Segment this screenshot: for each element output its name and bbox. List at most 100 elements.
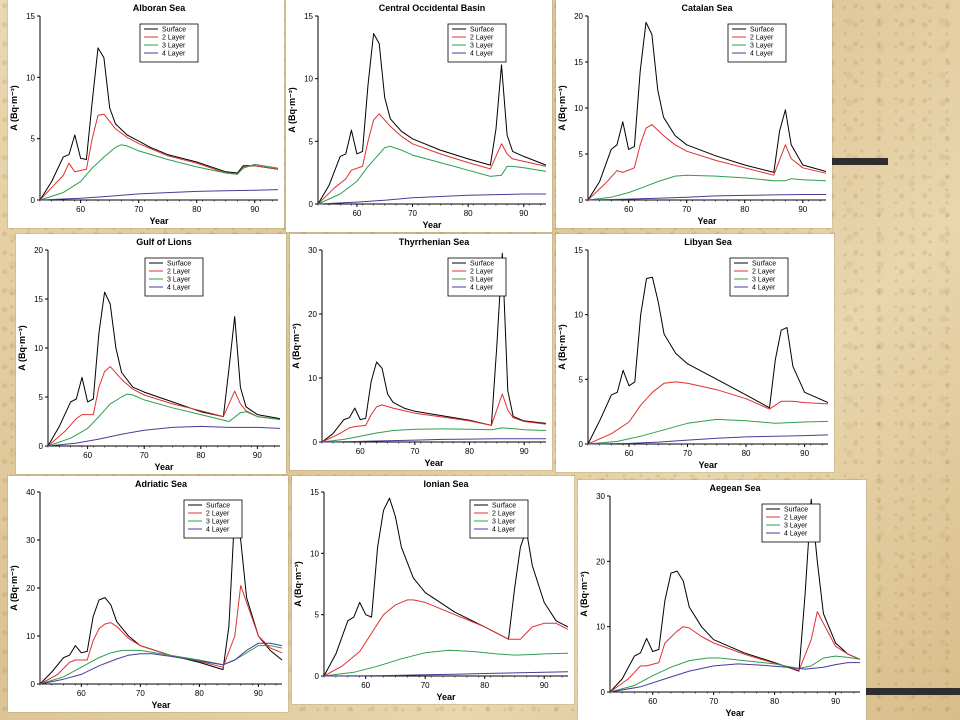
chart-title: Adriatic Sea xyxy=(135,479,188,489)
x-tick-label: 80 xyxy=(770,697,779,706)
series-line-surface xyxy=(587,21,827,201)
y-axis-label: A (Bq·m⁻³) xyxy=(291,323,301,368)
x-tick-label: 80 xyxy=(480,681,489,690)
x-tick-label: 60 xyxy=(352,209,361,218)
legend-label-surface: Surface xyxy=(470,27,494,34)
y-tick-label: 30 xyxy=(308,246,317,255)
legend-label-surface: Surface xyxy=(784,507,808,514)
y-tick-label: 20 xyxy=(34,246,43,255)
legend-box xyxy=(469,499,529,539)
legend-label-surface: Surface xyxy=(752,261,776,268)
x-tick-label: 60 xyxy=(625,449,634,458)
y-tick-label: 15 xyxy=(26,12,35,21)
chart-panel-adriatic-sea: Adriatic Sea 60 70 80 90 0 10 20 30 40 Year A (Bq·m… xyxy=(8,476,288,712)
y-tick-label: 40 xyxy=(26,488,35,497)
y-axis-label: A (Bq·m⁻³) xyxy=(287,87,297,132)
x-tick-label: 70 xyxy=(408,209,417,218)
legend-label-4-layer: 4 Layer xyxy=(206,527,230,534)
x-tick-label: 70 xyxy=(410,447,419,456)
series-line-2-layer xyxy=(587,381,829,445)
legend-label-2-layer: 2 Layer xyxy=(752,269,776,276)
legend-label-surface: Surface xyxy=(162,27,186,34)
legend-box xyxy=(139,23,199,63)
x-axis-label: Year xyxy=(422,220,442,230)
legend-label-4-layer: 4 Layer xyxy=(470,51,494,58)
legend-label-4-layer: 4 Layer xyxy=(750,51,774,58)
y-tick-label: 5 xyxy=(579,375,584,384)
legend-label-surface: Surface xyxy=(492,503,516,510)
legend-label-surface: Surface xyxy=(750,27,774,34)
x-tick-label: 80 xyxy=(464,209,473,218)
x-tick-label: 90 xyxy=(520,447,529,456)
y-axis-label: A (Bq·m⁻³) xyxy=(293,561,303,606)
chart-panel-aegean-sea: Aegean Sea 60 70 80 90 0 10 20 30 Year A (Bq·m⁻³) S… xyxy=(578,480,866,720)
y-tick-label: 30 xyxy=(596,492,605,501)
y-tick-label: 0 xyxy=(31,680,36,689)
x-tick-label: 70 xyxy=(136,689,145,698)
x-tick-label: 80 xyxy=(192,205,201,214)
x-axis-label: Year xyxy=(149,216,169,226)
legend-label-2-layer: 2 Layer xyxy=(167,269,191,276)
series-line-4-layer xyxy=(321,438,546,443)
chart-alboran-sea: Alboran Sea 60 70 80 90 0 5 10 15 Year A (Bq·m⁻³) S… xyxy=(9,3,279,226)
series-line-4-layer xyxy=(39,642,283,685)
y-tick-label: 20 xyxy=(26,584,35,593)
legend-label-2-layer: 2 Layer xyxy=(162,35,186,42)
series-line-surface xyxy=(587,276,829,445)
legend-label-2-layer: 2 Layer xyxy=(470,269,494,276)
y-tick-label: 10 xyxy=(574,311,583,320)
y-axis-label: A (Bq·m⁻³) xyxy=(9,85,19,130)
y-axis-label: A (Bq·m⁻³) xyxy=(557,85,567,130)
chart-title: Catalan Sea xyxy=(681,3,733,13)
x-tick-label: 90 xyxy=(250,205,259,214)
legend-label-3-layer: 3 Layer xyxy=(750,43,774,50)
legend-label-4-layer: 4 Layer xyxy=(492,527,516,534)
x-tick-label: 70 xyxy=(134,205,143,214)
chart-ionian-sea: Ionian Sea 60 70 80 90 0 5 10 15 Year A (Bq·m⁻³) Su… xyxy=(293,479,569,702)
series-line-surface xyxy=(39,510,283,685)
x-tick-label: 60 xyxy=(361,681,370,690)
y-tick-label: 15 xyxy=(310,488,319,497)
y-tick-label: 30 xyxy=(26,536,35,545)
legend-box xyxy=(183,499,243,539)
x-axis-label: Year xyxy=(697,216,717,226)
x-tick-label: 70 xyxy=(421,681,430,690)
chart-title: Aegean Sea xyxy=(709,483,761,493)
series-line-3-layer xyxy=(47,393,281,447)
x-tick-label: 70 xyxy=(140,451,149,460)
y-tick-label: 10 xyxy=(308,374,317,383)
y-tick-label: 10 xyxy=(574,104,583,113)
chart-panel-gulf-of-lions: Gulf of Lions 60 70 80 90 0 5 10 15 20 Year A (Bq·m… xyxy=(16,234,286,474)
y-tick-label: 10 xyxy=(26,73,35,82)
legend-box xyxy=(447,257,507,297)
x-tick-label: 80 xyxy=(740,205,749,214)
chart-title: Ionian Sea xyxy=(423,479,469,489)
series-line-4-layer xyxy=(323,671,569,677)
y-tick-label: 0 xyxy=(39,442,44,451)
series-line-4-layer xyxy=(317,193,546,205)
chart-panel-alboran-sea: Alboran Sea 60 70 80 90 0 5 10 15 Year A (Bq·m⁻³) S… xyxy=(8,0,284,228)
y-tick-label: 20 xyxy=(574,12,583,21)
x-tick-label: 60 xyxy=(648,697,657,706)
x-tick-label: 60 xyxy=(624,205,633,214)
x-axis-label: Year xyxy=(698,460,718,470)
series-line-2-layer xyxy=(323,599,569,677)
legend-label-surface: Surface xyxy=(167,261,191,268)
y-axis-label: A (Bq·m⁻³) xyxy=(9,565,19,610)
decor-bar-bottom xyxy=(862,688,960,695)
legend-label-3-layer: 3 Layer xyxy=(206,519,230,526)
series-line-2-layer xyxy=(321,393,547,443)
series-line-3-layer xyxy=(39,645,283,685)
series-line-surface xyxy=(47,291,281,447)
legend-box xyxy=(447,23,507,63)
x-tick-label: 90 xyxy=(253,451,262,460)
series-line-3-layer xyxy=(317,145,547,205)
x-tick-label: 90 xyxy=(540,681,549,690)
x-tick-label: 80 xyxy=(742,449,751,458)
series-line-3-layer xyxy=(323,649,569,677)
series-line-2-layer xyxy=(587,124,827,201)
y-tick-label: 0 xyxy=(313,438,318,447)
y-tick-label: 10 xyxy=(304,75,313,84)
y-tick-label: 10 xyxy=(596,623,605,632)
x-tick-label: 60 xyxy=(356,447,365,456)
